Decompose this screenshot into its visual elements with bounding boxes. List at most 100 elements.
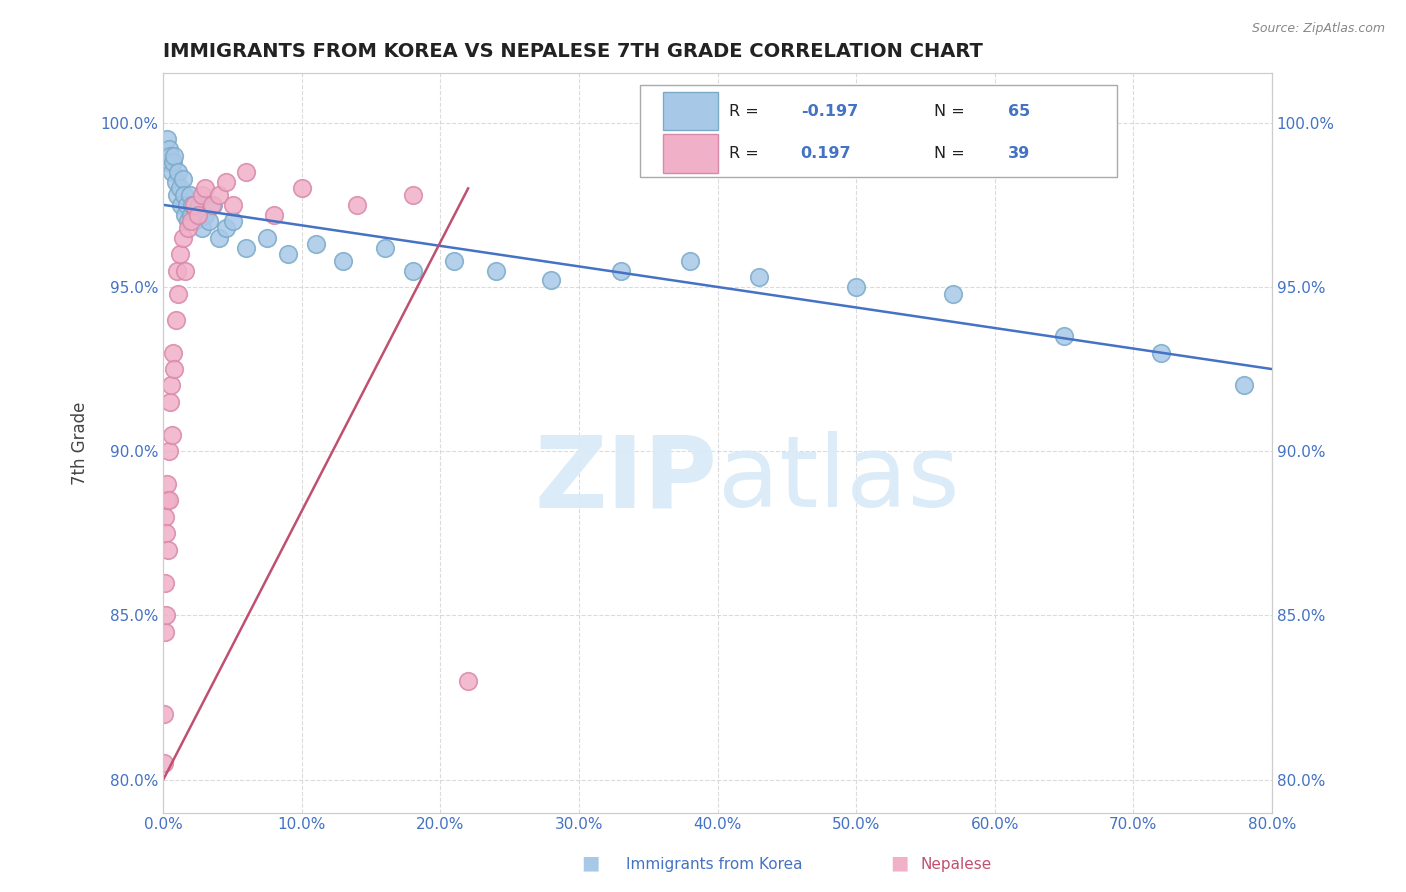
Point bbox=[235, 165, 257, 179]
Point bbox=[155, 526, 177, 541]
Point bbox=[177, 214, 200, 228]
Point bbox=[188, 198, 211, 212]
Point bbox=[169, 181, 191, 195]
Point bbox=[1233, 378, 1256, 392]
Point bbox=[181, 198, 204, 212]
Point bbox=[180, 208, 202, 222]
Point bbox=[1150, 345, 1173, 359]
Text: R =: R = bbox=[728, 146, 763, 161]
Point bbox=[155, 608, 177, 623]
Point bbox=[177, 220, 200, 235]
Point bbox=[160, 427, 183, 442]
Point bbox=[155, 575, 177, 590]
Point bbox=[263, 208, 285, 222]
Text: ■: ■ bbox=[581, 854, 600, 872]
Point bbox=[214, 220, 236, 235]
Point bbox=[443, 253, 465, 268]
Point bbox=[191, 220, 214, 235]
Point bbox=[194, 181, 217, 195]
Text: Source: ZipAtlas.com: Source: ZipAtlas.com bbox=[1251, 22, 1385, 36]
Point bbox=[194, 208, 217, 222]
Text: Immigrants from Korea: Immigrants from Korea bbox=[626, 857, 803, 872]
Point bbox=[183, 198, 205, 212]
Text: atlas: atlas bbox=[717, 432, 959, 528]
Point bbox=[179, 188, 201, 202]
Text: ■: ■ bbox=[890, 854, 910, 872]
Point bbox=[160, 165, 183, 179]
Point bbox=[402, 188, 425, 202]
Point bbox=[346, 198, 368, 212]
Point bbox=[198, 214, 221, 228]
Point bbox=[157, 542, 180, 557]
Point bbox=[166, 188, 188, 202]
Point bbox=[291, 181, 314, 195]
Point bbox=[174, 208, 197, 222]
Point bbox=[191, 188, 214, 202]
Point bbox=[167, 165, 190, 179]
Point bbox=[176, 198, 198, 212]
Text: 65: 65 bbox=[1008, 103, 1031, 119]
Text: IMMIGRANTS FROM KOREA VS NEPALESE 7TH GRADE CORRELATION CHART: IMMIGRANTS FROM KOREA VS NEPALESE 7TH GR… bbox=[163, 42, 983, 61]
Point bbox=[1053, 329, 1076, 343]
Point bbox=[165, 313, 187, 327]
Point bbox=[332, 253, 354, 268]
Point bbox=[165, 175, 187, 189]
Text: N =: N = bbox=[934, 146, 970, 161]
Point bbox=[679, 253, 702, 268]
Point bbox=[153, 624, 176, 639]
Point bbox=[305, 237, 328, 252]
Y-axis label: 7th Grade: 7th Grade bbox=[72, 401, 89, 484]
Point bbox=[180, 214, 202, 228]
Point bbox=[156, 493, 179, 508]
Text: R =: R = bbox=[728, 103, 763, 119]
Text: Nepalese: Nepalese bbox=[921, 857, 993, 872]
Point bbox=[402, 263, 425, 277]
Point bbox=[162, 345, 184, 359]
Point bbox=[202, 198, 225, 212]
Point bbox=[235, 240, 257, 254]
Point bbox=[221, 214, 243, 228]
Point bbox=[540, 273, 562, 287]
Point bbox=[173, 188, 195, 202]
Point bbox=[157, 142, 180, 156]
Point bbox=[167, 286, 190, 301]
Point bbox=[485, 263, 508, 277]
Point bbox=[156, 132, 179, 146]
Point bbox=[172, 230, 194, 244]
Point bbox=[156, 477, 179, 491]
Point bbox=[159, 493, 181, 508]
Point bbox=[159, 148, 181, 162]
Text: ZIP: ZIP bbox=[534, 432, 717, 528]
Point bbox=[169, 247, 191, 261]
Point bbox=[153, 756, 176, 771]
Point bbox=[214, 175, 236, 189]
Point bbox=[748, 270, 770, 285]
Text: 0.197: 0.197 bbox=[800, 146, 851, 161]
Point bbox=[845, 280, 868, 294]
Point bbox=[183, 214, 205, 228]
Text: -0.197: -0.197 bbox=[800, 103, 858, 119]
Point bbox=[163, 148, 186, 162]
Point bbox=[201, 198, 224, 212]
Point bbox=[609, 263, 631, 277]
Text: N =: N = bbox=[934, 103, 970, 119]
Point bbox=[153, 706, 176, 721]
Point bbox=[163, 362, 186, 376]
Point bbox=[208, 230, 231, 244]
Point bbox=[187, 208, 209, 222]
Point bbox=[155, 155, 177, 169]
Point bbox=[153, 509, 176, 524]
Point bbox=[221, 198, 243, 212]
Point bbox=[374, 240, 396, 254]
Point bbox=[942, 286, 965, 301]
FancyBboxPatch shape bbox=[640, 85, 1116, 177]
Point bbox=[186, 204, 208, 219]
Point bbox=[277, 247, 299, 261]
FancyBboxPatch shape bbox=[664, 135, 717, 173]
Point bbox=[162, 155, 184, 169]
Point bbox=[208, 188, 231, 202]
Point bbox=[172, 171, 194, 186]
FancyBboxPatch shape bbox=[664, 92, 717, 130]
Point bbox=[457, 674, 479, 689]
Point bbox=[256, 230, 278, 244]
